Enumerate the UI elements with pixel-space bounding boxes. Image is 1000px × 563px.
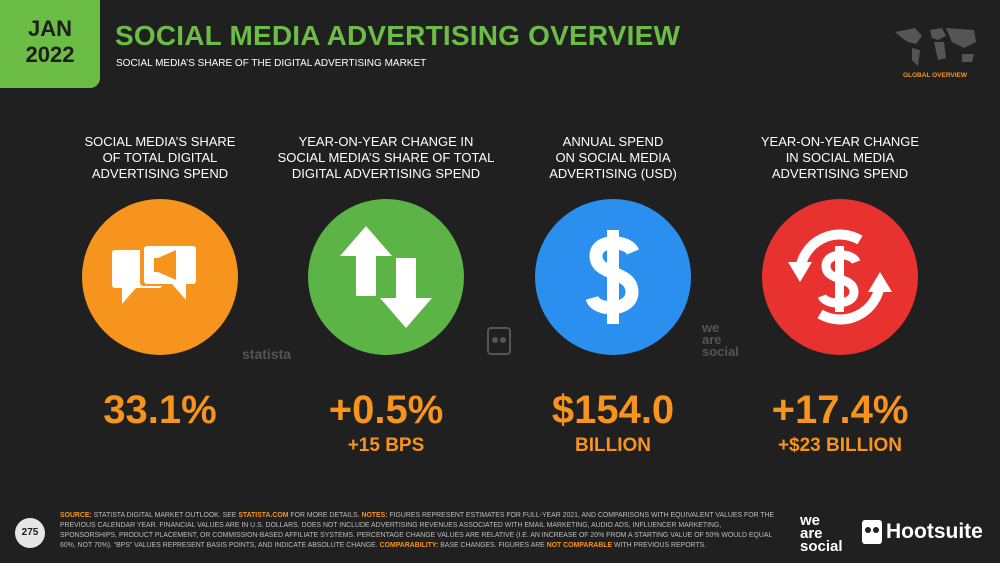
card-label: ANNUAL SPEND ON SOCIAL MEDIA ADVERTISING (… (503, 134, 723, 182)
watermark-line: we (702, 320, 720, 335)
statista-watermark: statista (242, 346, 292, 362)
label-line: ADVERTISING (USD) (549, 166, 677, 181)
megaphone-icon (112, 242, 198, 304)
label-line: YEAR-ON-YEAR CHANGE IN (298, 134, 474, 149)
card-label: YEAR-ON-YEAR CHANGE IN SOCIAL MEDIA ADVERT… (730, 134, 950, 182)
source-link: STATISTA.COM (238, 512, 289, 519)
card-value: +17.4% (771, 388, 909, 432)
wearesocial-watermark: we are social (702, 320, 739, 359)
label-line: ON SOCIAL MEDIA (555, 150, 671, 165)
source-notes: SOURCE: STATISTA DIGITAL MARKET OUTLOOK.… (60, 511, 780, 551)
notes-text: FIGURES REPRESENT ESTIMATES FOR FULL-YEA… (60, 512, 775, 549)
hootsuite-watermark (487, 327, 511, 355)
label-line: DIGITAL ADVERTISING SPEND (291, 166, 481, 181)
source-text: FOR MORE DETAILS. (290, 512, 360, 519)
label-line: ADVERTISING SPEND (771, 166, 909, 181)
logo-line: we (800, 512, 821, 529)
subtitle: SOCIAL MEDIA’S SHARE OF THE DIGITAL ADVE… (116, 58, 427, 69)
icon-circle (308, 199, 464, 355)
map-label: GLOBAL OVERVIEW (902, 72, 968, 79)
logo-line: are (800, 525, 823, 542)
label-line: ANNUAL SPEND (562, 134, 664, 149)
date-badge: JAN 2022 (0, 0, 100, 88)
dollar-change-icon (788, 229, 892, 325)
source-label: SOURCE: (60, 512, 92, 519)
arrows-icon (340, 226, 432, 328)
comparability-text: BASE CHANGES. FIGURES ARE (440, 542, 545, 549)
page-number: 275 (21, 527, 39, 538)
card-sub: +15 BPS (347, 435, 425, 456)
world-map (895, 28, 976, 66)
not-comparable: NOT COMPARABLE (546, 542, 613, 549)
card-value: 33.1% (103, 388, 217, 432)
label-line: ADVERTISING SPEND (91, 166, 229, 181)
card-sub: +$23 BILLION (777, 435, 903, 456)
badge-year: 2022 (25, 42, 75, 67)
page-circle (15, 518, 45, 548)
dollar-icon (607, 230, 619, 324)
title: SOCIAL MEDIA ADVERTISING OVERVIEW (115, 20, 681, 51)
card-label: YEAR-ON-YEAR CHANGE IN SOCIAL MEDIA’S SHA… (276, 134, 496, 182)
card-label: SOCIAL MEDIA’S SHARE OF TOTAL DIGITAL ADVE… (50, 134, 270, 182)
wearesocial-logo: we are social (800, 512, 843, 555)
source-text: STATISTA DIGITAL MARKET OUTLOOK. SEE (93, 512, 237, 519)
label-line: YEAR-ON-YEAR CHANGE (760, 134, 920, 149)
logo-line: social (800, 538, 843, 555)
card-value: $154.0 (551, 388, 675, 432)
comparability-text: WITH PREVIOUS REPORTS. (613, 542, 707, 549)
card-value: +0.5% (328, 388, 444, 432)
watermark-line: social (702, 344, 739, 359)
comparability-label: COMPARABILITY: (379, 542, 439, 549)
label-line: SOCIAL MEDIA’S SHARE (84, 134, 236, 149)
watermark-line: are (702, 332, 722, 347)
notes-label: NOTES: (361, 512, 388, 519)
label-line: IN SOCIAL MEDIA (785, 150, 895, 165)
card-sub: BILLION (575, 435, 651, 456)
label-line: OF TOTAL DIGITAL (102, 150, 218, 165)
label-line: SOCIAL MEDIA’S SHARE OF TOTAL (277, 150, 495, 165)
hootsuite-logo: Hootsuite (886, 520, 983, 543)
hootsuite-logo-owl (862, 520, 882, 544)
badge-month: JAN (27, 16, 72, 41)
